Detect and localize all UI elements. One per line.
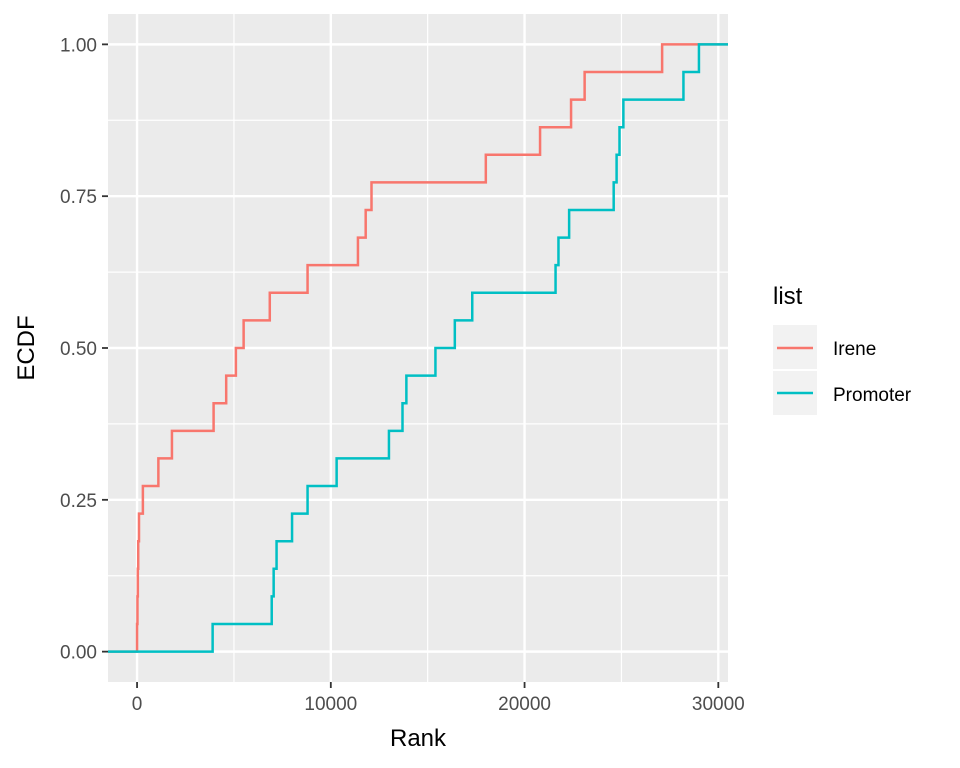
legend-item-promoter: Promoter [773, 371, 912, 415]
legend-title: list [773, 283, 803, 310]
y-tick-label: 0.25 [60, 491, 97, 512]
x-tick-label: 10000 [304, 694, 357, 715]
legend: list Irene Promoter [773, 283, 912, 415]
y-axis: 0.00 0.25 0.50 0.75 1.00 [60, 35, 108, 664]
x-axis-title: Rank [390, 725, 447, 752]
legend-label-promoter: Promoter [833, 385, 912, 406]
x-axis: 0 10000 20000 30000 [132, 682, 745, 715]
y-axis-title: ECDF [13, 315, 40, 380]
y-tick-label: 0.50 [60, 339, 97, 360]
x-tick-label: 30000 [692, 694, 745, 715]
series-line-promoter [108, 43, 728, 653]
series-layer [108, 43, 728, 653]
major-grid [108, 14, 728, 682]
legend-item-irene: Irene [773, 325, 876, 369]
y-tick-label: 1.00 [60, 35, 97, 56]
y-tick-label: 0.00 [60, 643, 97, 664]
y-tick-label: 0.75 [60, 187, 97, 208]
x-tick-label: 0 [132, 694, 143, 715]
x-tick-label: 20000 [498, 694, 551, 715]
series-line-irene [108, 43, 728, 653]
legend-label-irene: Irene [833, 339, 876, 360]
